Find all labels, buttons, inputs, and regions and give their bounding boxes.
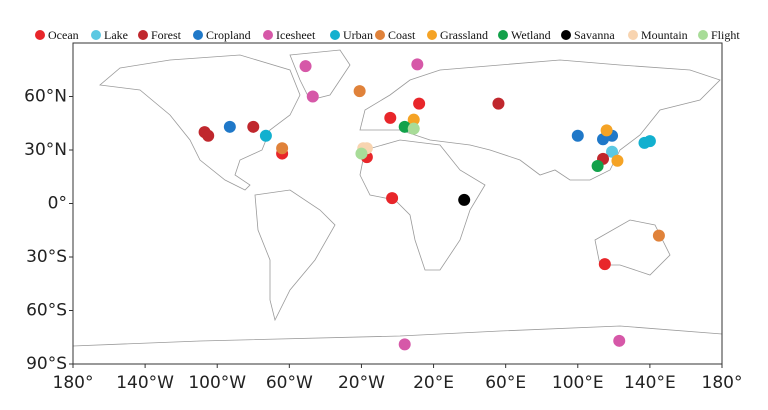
legend-label: Mountain <box>641 28 688 42</box>
legend-marker <box>35 30 45 40</box>
data-point <box>247 120 260 133</box>
legend-marker <box>375 30 385 40</box>
plot-frame <box>72 42 723 365</box>
data-point <box>606 145 619 158</box>
eurasia <box>359 59 721 181</box>
data-point <box>492 97 505 110</box>
x-tick-label: 20°E <box>413 373 454 393</box>
data-point <box>276 142 289 155</box>
data-point <box>643 135 656 148</box>
data-point <box>407 113 420 126</box>
legend-label: Cropland <box>206 28 251 42</box>
legend-marker <box>698 30 708 40</box>
x-tick-label: 140°E <box>624 373 676 393</box>
legend-marker <box>91 30 101 40</box>
legend-label: Flight <box>711 28 740 42</box>
legend-marker <box>330 30 340 40</box>
data-point <box>411 58 424 71</box>
data-point <box>353 85 366 98</box>
legend-label: Grassland <box>440 28 488 42</box>
y-tick-label: 30°N <box>24 140 67 160</box>
data-point <box>413 97 426 110</box>
data-point <box>299 60 312 73</box>
data-point <box>384 111 397 124</box>
data-point <box>600 124 613 137</box>
data-point <box>598 258 611 271</box>
antarctica <box>72 325 723 347</box>
north-america <box>99 54 301 191</box>
greenland <box>289 49 351 101</box>
x-tick-label: 100°E <box>552 373 604 393</box>
legend-marker <box>561 30 571 40</box>
legend-marker <box>628 30 638 40</box>
data-point <box>591 160 604 173</box>
data-point <box>223 120 236 133</box>
y-tick-label: 60°S <box>26 301 67 321</box>
x-tick-label: 140°W <box>116 373 174 393</box>
legend-marker <box>498 30 508 40</box>
y-tick-label: 0° <box>48 194 67 214</box>
x-tick-label: 180° <box>702 373 743 393</box>
x-tick-label: 180° <box>53 373 94 393</box>
data-point <box>613 334 626 347</box>
legend-label: Urban <box>343 28 373 42</box>
legend-label: Forest <box>151 28 182 42</box>
legend-marker <box>138 30 148 40</box>
legend-label: Wetland <box>511 28 551 42</box>
south-america <box>254 189 336 322</box>
data-point <box>611 154 624 167</box>
land-outlines <box>72 49 723 347</box>
legend-marker <box>263 30 273 40</box>
data-point <box>202 129 215 142</box>
data-point <box>652 229 665 242</box>
legend-marker <box>427 30 437 40</box>
data-point <box>571 129 584 142</box>
data-point <box>407 122 420 135</box>
data-point <box>398 120 411 133</box>
y-tick-label: 90°S <box>26 354 67 374</box>
legend-label: Savanna <box>574 28 615 42</box>
data-point <box>355 147 368 160</box>
legend-label: Ocean <box>48 28 79 42</box>
x-tick-label: 60°E <box>485 373 526 393</box>
legend-label: Coast <box>388 28 416 42</box>
africa <box>359 139 486 271</box>
data-point <box>386 192 399 205</box>
x-tick-label: 100°W <box>188 373 246 393</box>
y-tick-label: 60°N <box>24 87 67 107</box>
y-tick-label: 30°S <box>26 247 67 267</box>
data-point <box>458 193 471 206</box>
legend-label: Icesheet <box>276 28 316 42</box>
data-point <box>398 338 411 351</box>
data-point <box>306 90 319 103</box>
x-tick-label: 20°W <box>338 373 385 393</box>
legend-label: Lake <box>104 28 128 42</box>
x-tick-label: 60°W <box>266 373 313 393</box>
legend-marker <box>193 30 203 40</box>
data-point <box>259 129 272 142</box>
